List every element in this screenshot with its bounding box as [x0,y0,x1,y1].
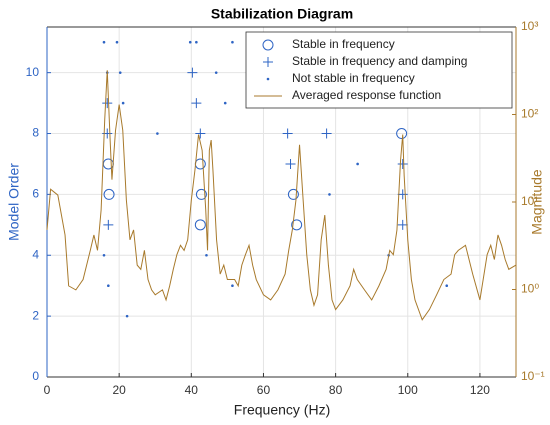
y-tick-label: 0 [32,369,39,383]
x-tick-label: 40 [185,383,199,397]
marker-dot [445,284,449,287]
x-tick-label: 20 [112,383,126,397]
marker-dot [115,40,119,44]
marker-plus [282,128,293,139]
marker-plus [397,189,408,200]
y-axis-label: Model Order [6,163,22,241]
marker-circle [195,188,207,200]
marker-plus [187,67,198,78]
y-tick-label: 6 [32,187,39,201]
marker-dot [107,284,110,287]
response-line [46,70,517,321]
marker-dot [328,193,331,196]
legend-label: Averaged response function [292,88,441,102]
y2-tick-label: 10³ [521,19,538,33]
marker-dot [266,77,270,81]
marker-dot [156,132,159,135]
marker-plus [397,219,408,230]
marker-circle [103,188,115,200]
marker-circle [262,39,274,51]
marker-plus [397,158,408,169]
marker-dot [121,101,125,105]
legend-label: Stable in frequency [292,37,395,51]
chart-title: Stabilization Diagram [211,6,353,22]
marker-dot [102,253,106,257]
marker-plus [321,128,332,139]
y-tick-label: 10 [26,65,40,79]
legend: Stable in frequency Stable in frequency a… [245,31,513,109]
marker-plus [191,98,202,109]
y-tick-label: 2 [32,308,39,322]
marker-circle [396,128,408,140]
marker-dot [102,40,106,44]
marker-circle [287,188,299,200]
x-tick-label: 60 [257,383,271,397]
marker-plus [103,219,114,230]
legend-box [245,31,513,109]
x-axis-label: Frequency (Hz) [234,402,330,418]
x-tick-label: 80 [329,383,343,397]
marker-dot [195,40,198,44]
x-tick-label: 100 [398,383,418,397]
marker-dot [205,253,208,257]
marker-circle [291,219,303,231]
marker-dot [214,71,218,74]
marker-circle [194,219,206,231]
marker-dot [118,71,122,74]
legend-label: Stable in frequency and damping [292,54,467,68]
marker-dot [356,162,359,166]
y2-tick-label: 10² [521,107,538,121]
marker-dot [223,101,227,105]
y-tick-label: 8 [32,126,39,140]
y2-axis-label: Magnitude [529,169,545,235]
marker-plus [263,57,273,67]
marker-dot [231,40,234,44]
marker-plus [285,158,296,169]
marker-dot [125,314,129,318]
marker-plus [102,98,113,109]
marker-dot [231,284,234,287]
marker-dot [188,40,192,44]
y2-tick-label: 10⁰ [521,282,539,296]
y-tick-label: 4 [32,247,39,261]
y2-tick-label: 10⁻¹ [521,369,545,383]
x-tick-label: 120 [470,383,490,397]
x-tick-label: 0 [44,383,51,397]
legend-label: Not stable in frequency [292,71,415,85]
marker-plus [195,128,206,139]
y2-tick-label: 10¹ [521,194,538,208]
